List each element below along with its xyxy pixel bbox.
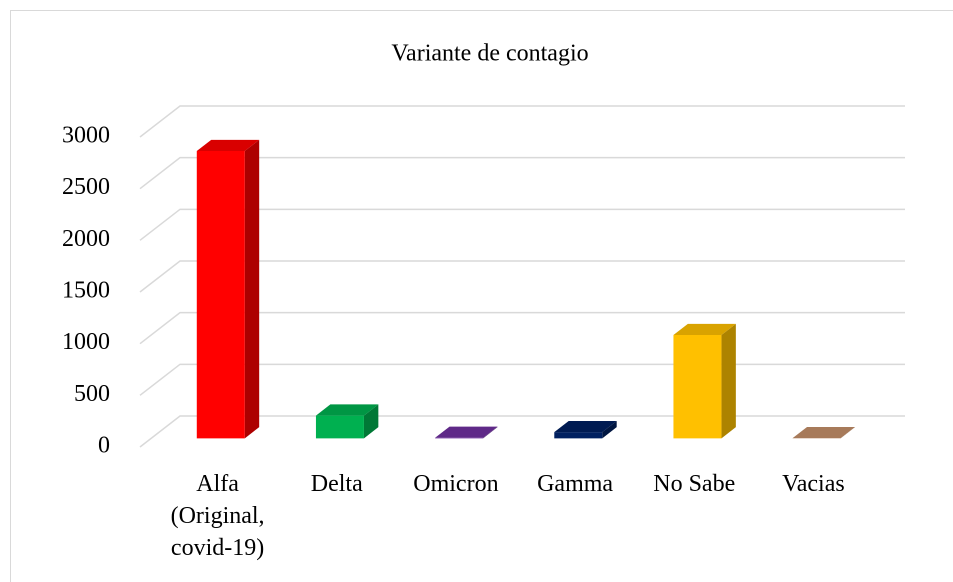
- x-tick-label: No Sabe: [653, 471, 736, 497]
- y-tick-label: 2500: [62, 174, 110, 200]
- bar-front: [315, 415, 364, 439]
- chart-title: Variante de contagio: [391, 41, 588, 67]
- bar-side: [602, 420, 617, 439]
- chart-border: [10, 10, 953, 582]
- grid-line: [139, 208, 905, 241]
- bar: [196, 139, 260, 439]
- x-tick-label: Vacias: [782, 471, 845, 497]
- bar-top: [315, 404, 379, 416]
- bar: [435, 426, 498, 439]
- bar-top: [792, 426, 856, 439]
- bar-side: [840, 426, 856, 439]
- bar-front: [673, 334, 722, 439]
- bar-top: [196, 139, 260, 152]
- x-tick-label: Omicron: [413, 471, 499, 497]
- bar: [792, 426, 856, 439]
- grid-line: [139, 260, 905, 293]
- grid-line: [139, 105, 905, 138]
- y-tick-label: 500: [74, 381, 110, 407]
- bar-top: [673, 323, 736, 335]
- y-tick-label: 0: [98, 433, 110, 459]
- y-tick-label: 3000: [62, 123, 110, 149]
- bar-front: [196, 151, 245, 439]
- bar-side: [721, 323, 736, 439]
- grid-line: [139, 156, 905, 190]
- x-tick-label: Gamma: [537, 471, 614, 497]
- bar-side: [244, 139, 260, 439]
- x-tick-label: Alfa (Original, covid-19): [170, 471, 265, 561]
- bar: [673, 323, 736, 439]
- bar-side: [363, 404, 379, 439]
- bar-top: [435, 426, 498, 438]
- x-tick-label: Delta: [310, 471, 363, 497]
- bar-front: [435, 437, 484, 439]
- bar-side: [483, 426, 498, 439]
- y-tick-label: 1000: [62, 329, 110, 355]
- grid-line: [139, 363, 905, 396]
- grid-line: [139, 311, 905, 345]
- grid-line: [139, 415, 905, 448]
- bar-top: [554, 420, 617, 433]
- bar-front: [554, 432, 603, 439]
- bar: [315, 404, 379, 439]
- bar: [554, 420, 617, 439]
- y-tick-label: 2000: [62, 226, 110, 252]
- y-tick-label: 1500: [62, 278, 110, 304]
